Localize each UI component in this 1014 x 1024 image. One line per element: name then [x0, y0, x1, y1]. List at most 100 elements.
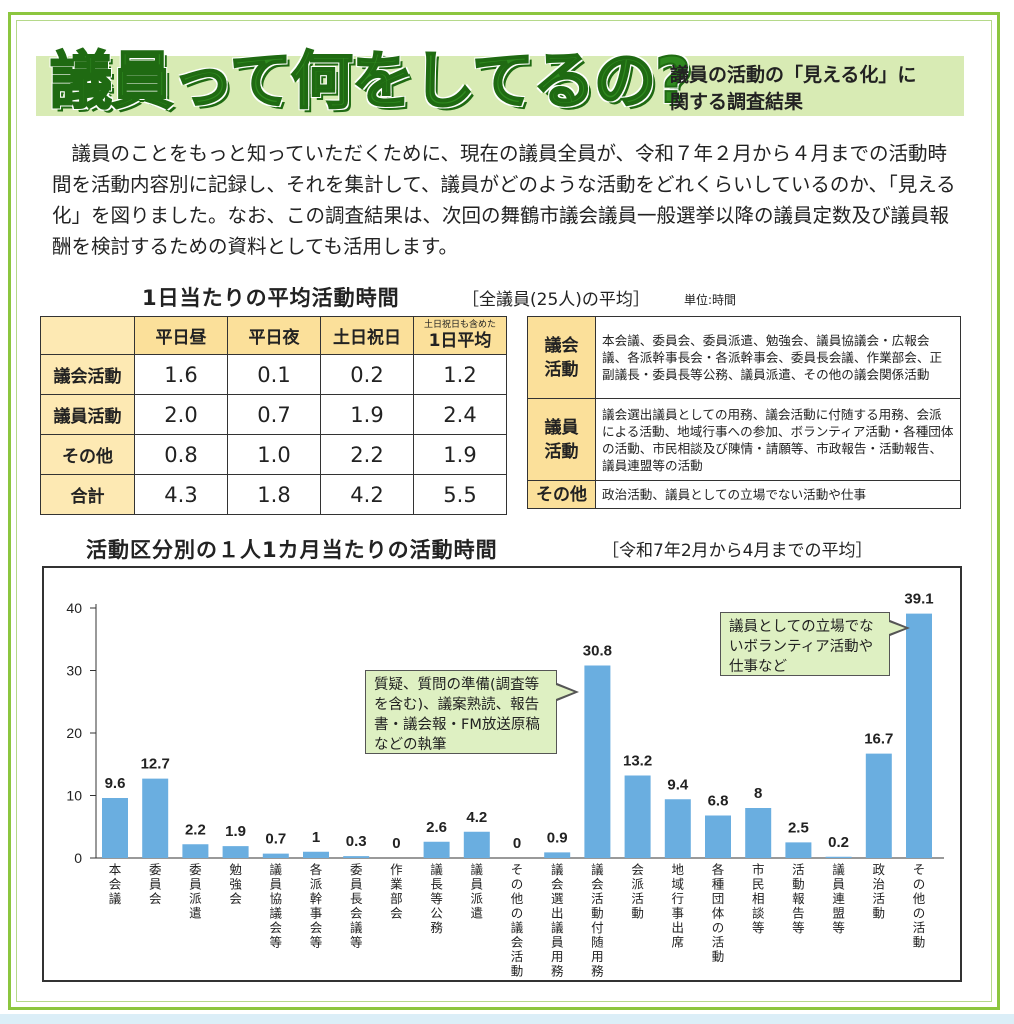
row-header: 議員活動 [40, 394, 135, 435]
x-tick-label: 議員連盟等 [832, 862, 845, 935]
data-label: 1.9 [225, 823, 246, 840]
row-header: その他 [40, 434, 135, 475]
x-tick-label: 活動報告等 [792, 862, 805, 935]
table-cell: 1.6 [134, 354, 228, 395]
title-band [36, 56, 964, 116]
table-cell: 0.1 [227, 354, 321, 395]
data-label: 2.6 [426, 819, 447, 836]
table-cell: 1.2 [413, 354, 507, 395]
table-row: 合計 4.3 1.8 4.2 5.5 [40, 474, 507, 515]
bar [785, 842, 812, 858]
bar [584, 665, 611, 858]
definition-label: 議員 活動 [527, 398, 596, 481]
x-tick-label: その他の議会活動 [511, 862, 524, 979]
daily-average-table: 平日昼 平日夜 土日祝日 土日祝日も含めた 1日平均 議会活動 1.6 0.1 … [40, 316, 507, 515]
data-label: 30.8 [583, 643, 612, 660]
data-label: 0.9 [547, 829, 568, 846]
row-header: 合計 [40, 474, 135, 515]
column-header: 土日祝日 [320, 316, 414, 355]
data-label: 4.2 [466, 809, 487, 826]
x-tick-label: 作業部会 [390, 862, 403, 921]
data-label: 0.3 [346, 833, 367, 850]
bar [102, 798, 128, 858]
data-label: 8 [754, 785, 762, 802]
bar [423, 841, 450, 858]
bar [865, 753, 892, 858]
x-tick-label: 委員長会議等 [350, 862, 363, 950]
callout-preparation: 質疑、質問の準備(調査等を含む)、議案熟読、報告書・議会報・FM放送原稿などの執… [365, 670, 557, 754]
y-tick-label: 30 [66, 663, 82, 679]
data-label: 0.2 [828, 834, 849, 851]
bar [624, 775, 651, 858]
data-label: 9.4 [667, 776, 689, 793]
definition-text: 本会議、委員会、委員派遣、勉強会、議員協議会・広報会議、各派幹事長会・各派幹事会… [595, 316, 961, 399]
table-corner [40, 316, 135, 355]
x-tick-label: 議員派遣 [471, 862, 484, 921]
data-label: 0.7 [265, 831, 286, 848]
x-tick-label: その他の活動 [913, 862, 926, 950]
x-tick-label: 市民相談等 [752, 862, 765, 935]
table-row: その他 0.8 1.0 2.2 1.9 [40, 434, 507, 475]
data-label: 0 [513, 835, 521, 852]
table-cell: 2.2 [320, 434, 414, 475]
data-label: 2.2 [185, 821, 206, 838]
column-header: 平日昼 [134, 316, 228, 355]
column-header-main: 1日平均 [428, 331, 492, 351]
x-tick-label: 本会議 [109, 862, 122, 906]
x-tick-label: 議会活動付随用務 [591, 862, 604, 979]
table-cell: 2.0 [134, 394, 228, 435]
daily-section-note: ［全議員(25人)の平均］ [462, 290, 650, 310]
bar [705, 815, 731, 858]
daily-section-title: 1日当たりの平均活動時間 [142, 286, 400, 310]
row-header: 議会活動 [40, 354, 135, 395]
bar [343, 856, 370, 858]
column-header-average: 土日祝日も含めた 1日平均 [413, 316, 507, 355]
bar-chart: 0102030409.6本会議12.7委員会2.2委員派遣1.9勉強会0.7議員… [66, 591, 944, 979]
definition-label: 議会 活動 [527, 316, 596, 399]
definition-text: 政治活動、議員としての立場でない活動や仕事 [595, 480, 961, 509]
definition-row: その他 政治活動、議員としての立場でない活動や仕事 [527, 480, 961, 509]
table-cell: 2.4 [413, 394, 507, 435]
definitions-table: 議会 活動 本会議、委員会、委員派遣、勉強会、議員協議会・広報会議、各派幹事長会・… [527, 316, 961, 509]
column-header-note: 土日祝日も含めた [423, 320, 496, 330]
table-cell: 5.5 [413, 474, 507, 515]
bar [664, 799, 691, 858]
y-tick-label: 20 [66, 725, 82, 741]
x-tick-label: 委員会 [149, 862, 162, 906]
page-subtitle: 議員の活動の「見える化」に 関する調査結果 [670, 62, 916, 116]
table-cell: 1.0 [227, 434, 321, 475]
data-label: 13.2 [623, 753, 652, 770]
data-label: 2.5 [788, 819, 809, 836]
y-tick-label: 0 [74, 850, 82, 866]
definition-row: 議会 活動 本会議、委員会、委員派遣、勉強会、議員協議会・広報会議、各派幹事長会・… [527, 316, 961, 399]
bar [745, 808, 772, 858]
data-label: 12.7 [141, 756, 170, 773]
definition-text: 議会選出議員としての用務、議会活動に付随する用務、会派による活動、地域行事への参… [595, 398, 961, 481]
x-tick-label: 各派幹事会等 [310, 862, 323, 950]
x-tick-label: 議会選出議員用務 [551, 862, 564, 979]
column-header: 平日夜 [227, 316, 321, 355]
data-label: 1 [312, 829, 320, 846]
x-tick-label: 委員派遣 [189, 862, 202, 921]
bar [182, 844, 209, 858]
bar [463, 831, 490, 858]
bottom-strip [0, 1014, 1014, 1024]
y-tick-label: 40 [66, 600, 82, 616]
x-tick-label: 会派活動 [631, 862, 644, 921]
table-cell: 0.2 [320, 354, 414, 395]
intro-paragraph: 議員のことをもっと知っていただくために、現在の議員全員が、令和７年２月から４月ま… [52, 142, 956, 258]
bar [303, 851, 329, 858]
bar [544, 852, 571, 858]
definition-row: 議員 活動 議会選出議員としての用務、議会活動に付随する用務、会派による活動、地域… [527, 398, 961, 481]
table-cell: 1.8 [227, 474, 321, 515]
data-label: 0 [392, 835, 400, 852]
table-cell: 4.2 [320, 474, 414, 515]
bar [262, 853, 289, 858]
data-label: 39.1 [904, 591, 933, 608]
table-cell: 4.3 [134, 474, 228, 515]
table-cell: 1.9 [320, 394, 414, 435]
table-cell: 0.8 [134, 434, 228, 475]
subtitle-line-2: 関する調査結果 [670, 91, 804, 113]
inner-frame [16, 20, 992, 1002]
x-tick-label: 勉強会 [229, 862, 242, 906]
